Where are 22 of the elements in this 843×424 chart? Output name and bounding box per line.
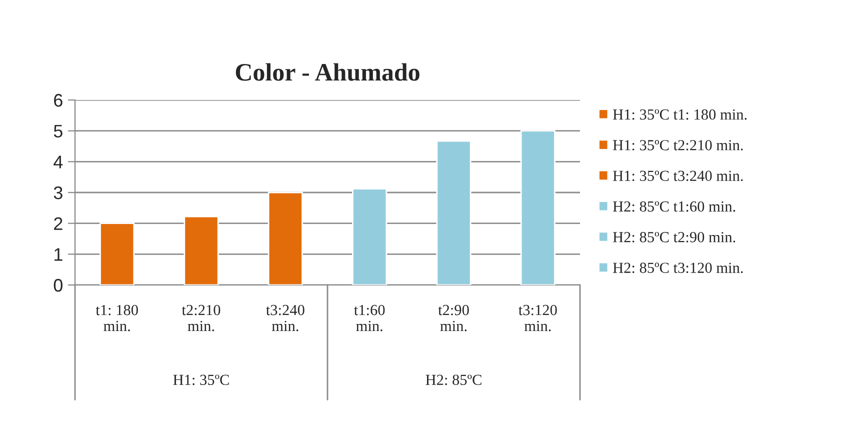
y-tick-label: 6 (54, 94, 62, 107)
y-tick-label: 3 (54, 186, 62, 200)
legend-label: H1: 35ºC t2:210 min. (612, 140, 743, 150)
x-tick-label: t1: 180 min. (96, 304, 138, 332)
x-tick-label: t3:120 min. (518, 304, 557, 332)
chart-title: Color - Ahumado (236, 63, 420, 81)
x-tick-label: t2:210 min. (182, 304, 220, 332)
text: H2: 85ºC (426, 374, 482, 386)
legend-label: H2: 85ºC t2:90 min. (612, 232, 736, 242)
y-tick-label: 0 (54, 278, 62, 292)
text: H1: 35ºC (173, 374, 229, 386)
legend-label: H2: 85ºC t3:120 min. (612, 262, 743, 274)
x-tick-label: t1:60 min. (354, 304, 385, 332)
y-tick-label: 5 (54, 124, 62, 138)
x-tick-label: t2:90 min. (438, 304, 469, 332)
y-tick-label: 1 (54, 248, 62, 261)
y-tick-label: 2 (54, 217, 62, 230)
y-tick-label: 4 (54, 156, 63, 168)
legend-label: H2: 85ºC t1:60 min. (612, 201, 736, 212)
legend-label: H1: 35ºC t1: 180 min. (612, 109, 747, 120)
legend-label: H1: 35ºC t3:240 min. (612, 170, 743, 182)
x-tick-label: t3:240 min. (266, 304, 304, 332)
